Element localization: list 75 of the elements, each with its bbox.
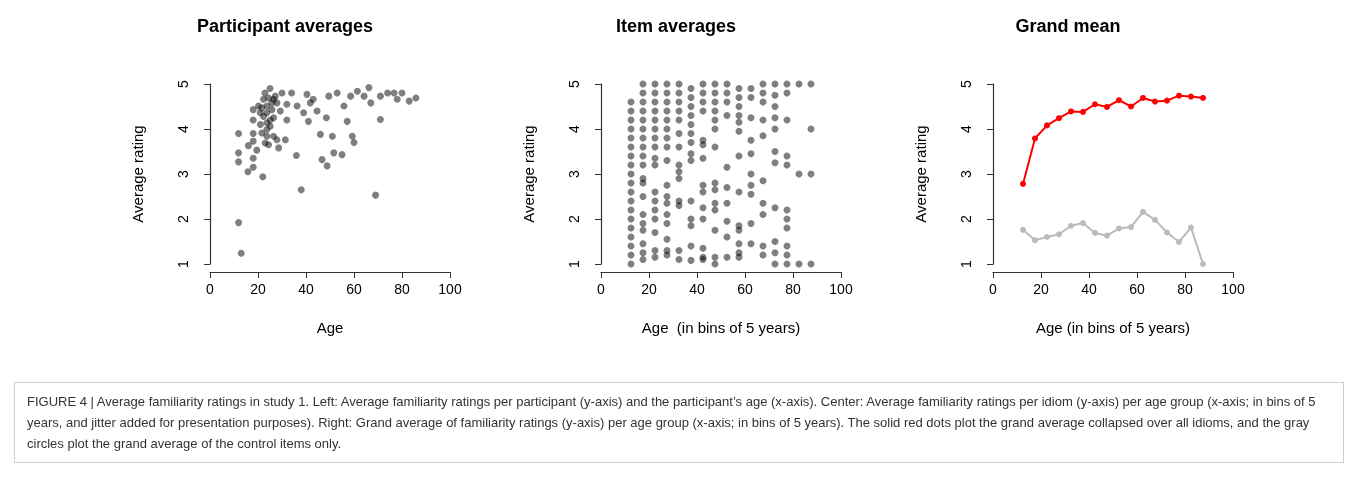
point [1068, 108, 1074, 115]
point [1176, 238, 1182, 245]
x-tick-label: 20 [641, 281, 657, 297]
x-tick-label: 0 [206, 281, 215, 297]
y-tick-label: 2 [958, 214, 974, 223]
y-tick-label: 5 [175, 79, 191, 88]
x-axis-title: Age (in bins of 5 years) [1035, 319, 1191, 336]
point [1020, 226, 1026, 233]
caption: FIGURE 4 | Average familiarity ratings in study 1. Left: Average familiarity ratings per participant (y-axis) and the participant’s age (x-axis). Center: Average familiarity ratings per idiom (y-axis) per age group (x-axis; in bins of 5 years, and jitter added for presentation purposes). Right: Grand average of familiarity ratings (y-axis) per age group (x-axis; in bins of 5 years). The solid red dots plot the grand average collapsed over all idioms, and the gray circles plot the grand average of the control items only. [14, 382, 1344, 463]
point [1068, 222, 1074, 229]
y-tick-label: 4 [958, 124, 974, 133]
x-tick-label: 80 [1177, 281, 1193, 297]
y-tick-label: 3 [958, 169, 974, 178]
y-tick-label: 4 [175, 124, 191, 133]
y-tick-label: 3 [566, 169, 582, 178]
point [1044, 122, 1050, 129]
point [1200, 94, 1206, 101]
x-tick-label: 20 [1033, 281, 1049, 297]
x-tick-label: 60 [737, 281, 753, 297]
point [1092, 101, 1098, 108]
point [1152, 216, 1158, 223]
point [1152, 98, 1158, 105]
x-tick-label: 40 [689, 281, 705, 297]
y-tick-label: 1 [958, 259, 974, 268]
chart-title: Participant averages [196, 16, 374, 36]
chart-title: Item averages [615, 16, 737, 36]
point [1080, 108, 1086, 115]
y-tick-label: 1 [566, 259, 582, 268]
y-axis-title: Average rating [520, 125, 537, 223]
x-tick-label: 20 [250, 281, 266, 297]
x-axis-title: Age [316, 319, 344, 336]
y-tick-label: 5 [958, 79, 974, 88]
x-tick-label: 60 [1129, 281, 1145, 297]
point [1200, 261, 1206, 267]
x-tick-label: 100 [1221, 281, 1245, 297]
point [1092, 229, 1098, 236]
point [1080, 220, 1086, 227]
x-tick-label: 0 [989, 281, 998, 297]
y-tick-label: 2 [566, 214, 582, 223]
point [1140, 94, 1146, 101]
point [1188, 224, 1194, 231]
y-tick-label: 3 [175, 169, 191, 178]
point [1044, 234, 1050, 240]
x-tick-label: 80 [394, 281, 410, 297]
y-tick-label: 2 [175, 214, 191, 223]
point [1104, 232, 1110, 239]
point [1056, 231, 1062, 238]
x-tick-label: 80 [785, 281, 801, 297]
x-tick-label: 100 [438, 281, 462, 297]
x-tick-label: 40 [1081, 281, 1097, 297]
x-tick-label: 0 [597, 281, 606, 297]
point [1116, 225, 1122, 232]
point [1032, 135, 1038, 142]
point [1116, 97, 1122, 104]
point [1128, 224, 1134, 231]
point [1188, 93, 1194, 100]
point [1164, 97, 1170, 104]
x-tick-label: 100 [829, 281, 853, 297]
point [1176, 92, 1182, 99]
y-tick-label: 1 [175, 259, 191, 268]
point [1020, 180, 1026, 187]
x-axis-title: Age (in bins of 5 years) [641, 319, 801, 336]
y-tick-label: 5 [566, 79, 582, 88]
point [1164, 229, 1170, 236]
y-tick-label: 4 [566, 124, 582, 133]
y-axis-title: Average rating [129, 125, 146, 223]
point [1140, 208, 1146, 215]
point [1032, 237, 1038, 244]
point [1104, 103, 1110, 110]
point [1056, 115, 1062, 122]
chart-title: Grand mean [1015, 16, 1121, 36]
point [1128, 103, 1134, 110]
x-tick-label: 60 [346, 281, 362, 297]
y-axis-title: Average rating [912, 125, 929, 223]
x-tick-label: 40 [298, 281, 314, 297]
